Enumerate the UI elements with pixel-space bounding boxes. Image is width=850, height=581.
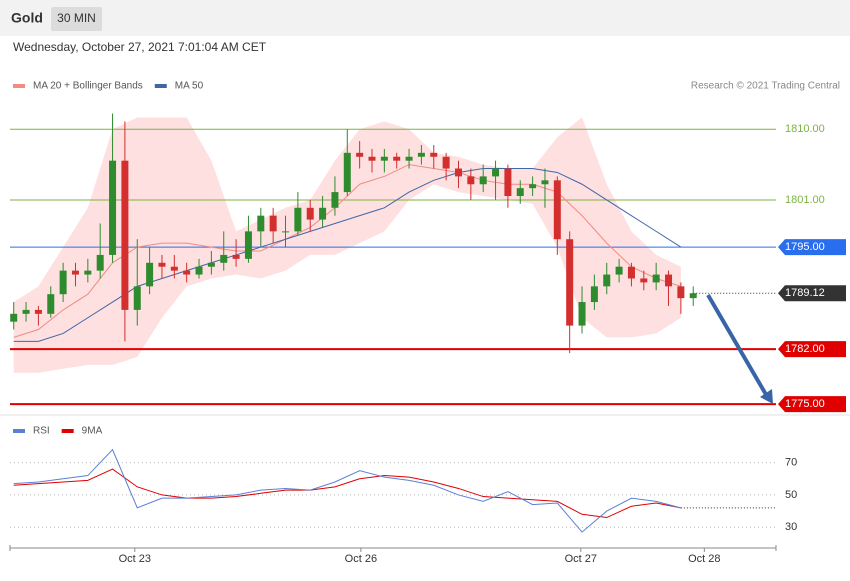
level-label: 1775.00: [785, 398, 825, 410]
candle-body: [269, 215, 277, 232]
candle-body: [566, 239, 574, 326]
candle-body: [627, 266, 635, 279]
level-label: 1801.00: [785, 194, 825, 206]
candle-body: [71, 270, 79, 275]
candle-body: [479, 176, 487, 185]
header-bar: [0, 0, 850, 36]
candle-body: [133, 286, 141, 310]
legend-label: 9MA: [82, 426, 103, 437]
candle-body: [492, 168, 500, 177]
projection-arrow: [706, 293, 770, 400]
candle-body: [257, 215, 265, 232]
candle-body: [380, 156, 388, 161]
level-label: 1789.12: [785, 287, 825, 299]
x-tick-label: Oct 27: [565, 553, 597, 565]
legend-label: MA 20 + Bollinger Bands: [33, 81, 143, 92]
candle-body: [59, 270, 67, 295]
candle-body: [677, 286, 685, 299]
candle-body: [640, 278, 648, 283]
credit: Research © 2021 Trading Central: [691, 81, 840, 92]
candle-body: [553, 180, 561, 240]
candle-body: [146, 262, 154, 287]
chart-title: Gold: [11, 10, 43, 26]
projection-arrow-head: [760, 389, 773, 404]
candle-body: [220, 254, 228, 263]
level-label: 1795.00: [785, 241, 825, 253]
level-tag: [778, 341, 846, 358]
candle-body: [516, 188, 524, 197]
candle-body: [665, 274, 673, 287]
candle-body: [578, 302, 586, 326]
rsi-panel: RSI 9MA 30 50 70 Oct 23 Oct 26 Oct 27 Oct 28: [9, 426, 797, 565]
candle-body: [652, 274, 660, 283]
candle-body: [430, 152, 438, 157]
level-tag: [778, 396, 846, 413]
price-panel: MA 20 + Bollinger Bands MA 50 1810.00 1801.…: [10, 81, 846, 413]
legend-swatch: [13, 429, 25, 433]
legend-swatch: [61, 429, 74, 433]
level-tag: [778, 285, 846, 302]
legend-swatch: [154, 84, 167, 88]
candle-body: [109, 160, 117, 255]
candle-body: [10, 313, 18, 322]
y-tick-label: 50: [785, 489, 797, 501]
candle-body: [183, 270, 191, 275]
level-label: 1782.00: [785, 343, 825, 355]
candle-body: [529, 184, 537, 189]
candle-body: [343, 152, 351, 193]
candle-body: [319, 207, 327, 220]
candle-body: [417, 152, 425, 157]
candle-body: [306, 207, 314, 220]
candle-body: [282, 231, 290, 233]
candle-body: [603, 274, 611, 287]
candle-body: [34, 309, 42, 314]
level-label: 1810.00: [785, 123, 825, 135]
candle-body: [356, 152, 364, 157]
candle-body: [121, 160, 129, 310]
candle-body: [84, 270, 92, 275]
level-tag: [778, 239, 846, 256]
x-tick-label: Oct 23: [119, 553, 151, 565]
x-tick-label: Oct 28: [688, 553, 720, 565]
candle-body: [170, 266, 178, 271]
candle-body: [590, 286, 598, 303]
x-tick-label: Oct 26: [345, 553, 377, 565]
legend-swatch: [13, 84, 25, 88]
candle-body: [294, 207, 302, 232]
timeframe[interactable]: 30 MIN: [57, 11, 96, 25]
y-tick-label: 30: [785, 521, 797, 533]
candle-body: [393, 156, 401, 161]
series-line: [13, 448, 681, 533]
legend-label: MA 50: [175, 81, 204, 92]
candle-body: [207, 262, 215, 267]
candle-body: [368, 156, 376, 161]
candle-body: [96, 254, 104, 271]
candle-body: [454, 168, 462, 177]
legend-label: RSI: [33, 426, 50, 437]
candle-body: [22, 309, 30, 314]
candle-body: [47, 294, 55, 314]
candle-body: [158, 262, 166, 267]
candle-body: [615, 266, 623, 275]
candle-body: [232, 254, 240, 259]
candle-body: [467, 176, 475, 185]
y-tick-label: 70: [785, 457, 797, 469]
candle-body: [331, 192, 339, 208]
candle-body: [504, 168, 512, 197]
candle-body: [244, 231, 252, 259]
candle-body: [442, 156, 450, 169]
bollinger-band: [13, 117, 681, 373]
timeframe-button[interactable]: [51, 7, 102, 31]
subtitle: Wednesday, October 27, 2021 7:01:04 AM C…: [13, 40, 267, 54]
candle-body: [541, 180, 549, 185]
candle-body: [405, 156, 413, 161]
candle-body: [689, 293, 697, 299]
candle-body: [195, 266, 203, 275]
